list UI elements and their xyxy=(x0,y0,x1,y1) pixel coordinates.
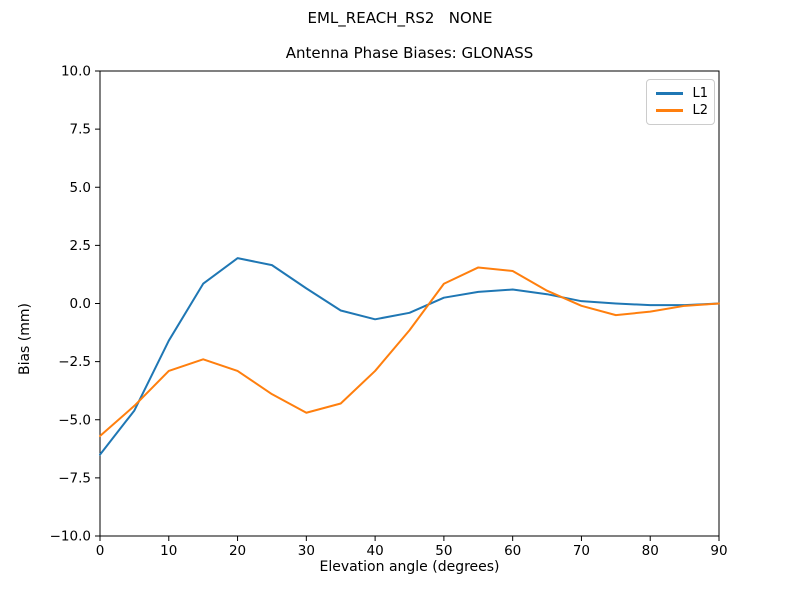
x-axis-label: Elevation angle (degrees) xyxy=(319,559,500,575)
y-tick-label: −7.5 xyxy=(58,470,91,486)
legend-line-l2-icon xyxy=(656,109,684,112)
x-tick-label: 20 xyxy=(229,543,246,559)
y-tick-label: 0.0 xyxy=(70,296,91,312)
y-tick-label: 5.0 xyxy=(70,180,91,196)
legend-label-l2: L2 xyxy=(692,103,708,118)
x-tick-label: 60 xyxy=(504,543,521,559)
y-tick-label: 2.5 xyxy=(70,238,91,254)
x-tick-label: 70 xyxy=(573,543,590,559)
figure-suptitle: EML_REACH_RS2 NONE xyxy=(307,9,493,27)
x-tick-label: 40 xyxy=(367,543,384,559)
y-tick-label: −5.0 xyxy=(58,412,91,428)
y-tick-label: 10.0 xyxy=(61,64,91,80)
y-axis-label: Bias (mm) xyxy=(17,303,33,376)
x-tick-label: 0 xyxy=(96,543,105,559)
y-tick-label: −2.5 xyxy=(58,354,91,370)
legend-label-l1: L1 xyxy=(692,86,708,101)
x-tick-label: 30 xyxy=(298,543,315,559)
x-tick-label: 10 xyxy=(160,543,177,559)
y-tick-label: 7.5 xyxy=(70,122,91,138)
series-line-l2 xyxy=(99,266,720,438)
legend-entry-l1: L1 xyxy=(656,85,708,102)
legend-line-l1-icon xyxy=(656,92,684,95)
x-tick-label: 80 xyxy=(642,543,659,559)
axes-title: Antenna Phase Biases: GLONASS xyxy=(285,44,534,62)
x-tick-label: 50 xyxy=(435,543,452,559)
x-tick-label: 90 xyxy=(710,543,727,559)
y-tick-label: −10.0 xyxy=(50,529,91,545)
legend: L1 L2 xyxy=(646,79,715,125)
series-line-l1 xyxy=(99,257,720,456)
legend-entry-l2: L2 xyxy=(656,102,708,119)
